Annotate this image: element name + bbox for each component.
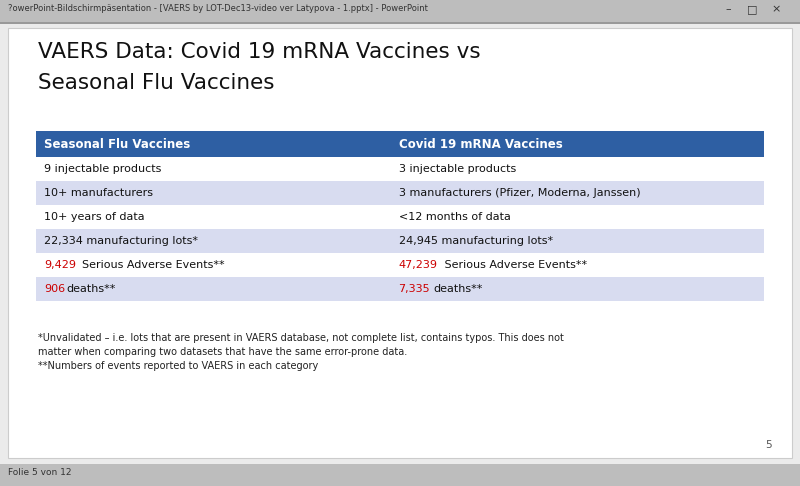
Text: Seasonal Flu Vaccines: Seasonal Flu Vaccines <box>44 138 190 151</box>
Text: □: □ <box>746 4 758 14</box>
Text: **Numbers of events reported to VAERS in each category: **Numbers of events reported to VAERS in… <box>38 361 318 371</box>
Text: 906: 906 <box>44 284 65 294</box>
Text: ×: × <box>771 4 781 14</box>
FancyBboxPatch shape <box>36 181 764 205</box>
Text: 22,334 manufacturing lots*: 22,334 manufacturing lots* <box>44 236 198 246</box>
FancyBboxPatch shape <box>36 157 764 181</box>
Text: 47,239: 47,239 <box>398 260 438 270</box>
FancyBboxPatch shape <box>36 131 764 157</box>
Text: 10+ manufacturers: 10+ manufacturers <box>44 188 153 198</box>
Text: 10+ years of data: 10+ years of data <box>44 212 145 222</box>
Text: Serious Adverse Events**: Serious Adverse Events** <box>82 260 225 270</box>
Text: Folie 5 von 12: Folie 5 von 12 <box>8 468 71 477</box>
Text: <12 months of data: <12 months of data <box>398 212 510 222</box>
Text: Covid 19 mRNA Vaccines: Covid 19 mRNA Vaccines <box>398 138 562 151</box>
Text: 3 manufacturers (Pfizer, Moderna, Janssen): 3 manufacturers (Pfizer, Moderna, Jansse… <box>398 188 640 198</box>
FancyBboxPatch shape <box>36 229 764 253</box>
Text: deaths**: deaths** <box>66 284 115 294</box>
Text: Seasonal Flu Vaccines: Seasonal Flu Vaccines <box>38 73 274 93</box>
FancyBboxPatch shape <box>36 205 764 229</box>
FancyBboxPatch shape <box>8 28 792 458</box>
Text: 3 injectable products: 3 injectable products <box>398 164 516 174</box>
FancyBboxPatch shape <box>0 0 800 22</box>
FancyBboxPatch shape <box>0 24 800 486</box>
Text: deaths**: deaths** <box>434 284 483 294</box>
FancyBboxPatch shape <box>36 253 764 277</box>
Text: ?owerPoint-Bildschirmpäsentation - [VAERS by LOT-Dec13-video ver Latypova - 1.pp: ?owerPoint-Bildschirmpäsentation - [VAER… <box>8 4 428 13</box>
Text: 9,429: 9,429 <box>44 260 76 270</box>
Text: 24,945 manufacturing lots*: 24,945 manufacturing lots* <box>398 236 553 246</box>
Text: 9 injectable products: 9 injectable products <box>44 164 162 174</box>
Text: *Unvalidated – i.e. lots that are present in VAERS database, not complete list, : *Unvalidated – i.e. lots that are presen… <box>38 333 564 343</box>
Text: VAERS Data: Covid 19 mRNA Vaccines vs: VAERS Data: Covid 19 mRNA Vaccines vs <box>38 42 481 62</box>
Text: 7,335: 7,335 <box>398 284 430 294</box>
FancyBboxPatch shape <box>0 22 800 24</box>
FancyBboxPatch shape <box>36 277 764 301</box>
Text: matter when comparing two datasets that have the same error-prone data.: matter when comparing two datasets that … <box>38 347 407 357</box>
Text: Serious Adverse Events**: Serious Adverse Events** <box>441 260 586 270</box>
Text: –: – <box>725 4 731 14</box>
Text: 5: 5 <box>766 440 772 450</box>
FancyBboxPatch shape <box>0 464 800 486</box>
